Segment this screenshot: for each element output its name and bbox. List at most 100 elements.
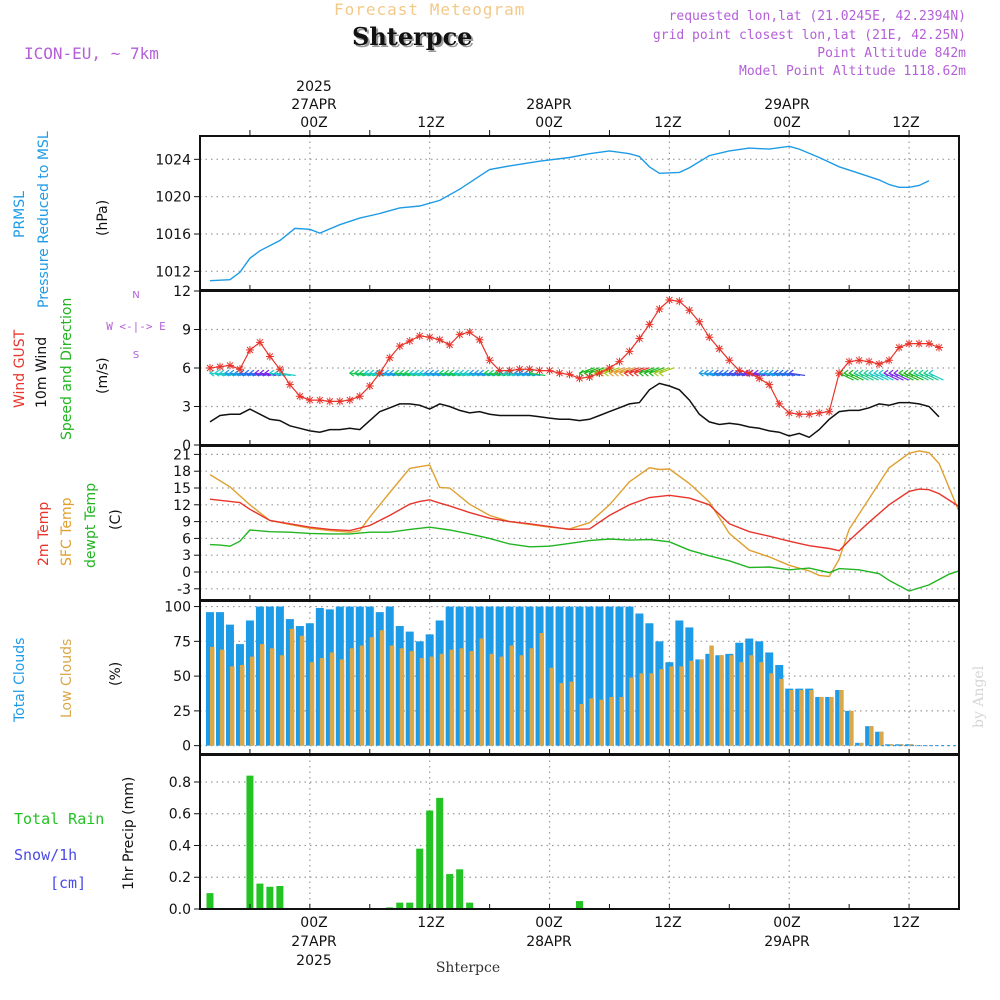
temp-2m-line [209,488,960,552]
low-cloud-bar [249,656,255,746]
gust-marker [345,396,354,405]
model-altitude: Model Point Altitude 1118.62m [739,64,966,79]
wind-arrow-head [918,369,924,377]
gust-marker [915,339,924,348]
gust-marker [775,399,784,408]
low-cloud-bar [859,742,864,746]
wind-arrow-head [453,369,460,377]
temp-unit: (C) [108,509,124,530]
top-day-label-1: 27APR [291,97,337,113]
low-cloud-bar [689,660,694,746]
wind-arrow-head [443,369,450,377]
wind-arrow-head [878,369,884,377]
y-tick-label: 0.2 [169,870,191,886]
total-cloud-bar [415,641,424,746]
low-cloud-bar [669,666,674,746]
gust-marker [705,333,714,342]
wind-arrow-head [243,369,250,377]
gust-marker [785,408,794,417]
gust-marker [335,397,344,406]
gust-marker [375,369,384,378]
gust-marker [365,381,374,390]
low-cloud-bar [499,656,505,746]
gust-marker [865,357,874,366]
low-cloud-bar [609,696,614,746]
low-cloud-bar [739,662,744,746]
y-tick-label: 0.0 [169,902,191,918]
gust-marker [665,295,674,304]
gust-marker [835,369,844,378]
wind-arrow-head [713,369,719,377]
wind-direction-arrow [634,367,650,374]
top-hour-label-3: 00Z [535,115,562,131]
low-cloud-bar [329,652,335,746]
low-cloud-bar [769,673,774,746]
wind-arrow-head [903,369,909,377]
wind-arrow-head [623,369,629,377]
wind-arrow-head [248,369,255,377]
top-hour-label-2: 12Z [417,115,444,131]
y-tick-label: 100 [164,600,191,616]
y-tick-label: 1016 [155,227,191,243]
top-year-label: 2025 [296,79,332,95]
wind-arrow-head [438,369,445,377]
low-cloud-bar [219,649,225,746]
gust-marker [305,396,314,405]
y-tick-label: 3 [182,548,191,564]
wind-arrow-head [698,369,704,377]
gust-marker [635,334,644,343]
y-tick-label: -3 [177,582,191,598]
low-cloud-bar [569,681,575,746]
product-title: Forecast Meteogram [334,0,526,19]
wind-unit: (m/s) [95,357,111,394]
wind-arrow-head [258,369,265,377]
low-cloud-bar [719,655,724,746]
low-cloud-bar [759,662,764,746]
sfc-label: SFC Temp [59,497,75,566]
pressure-series-line [209,145,930,282]
gust-marker [735,366,744,375]
total-cloud-bar [875,731,884,746]
low-cloud-bar [589,698,594,746]
wind-arrow-head [708,369,714,377]
wind-direction-arrow [644,367,660,374]
total-cloud-bar [465,606,474,746]
wind-direction-arrow [579,367,595,374]
y-tick-label: 9 [182,323,191,339]
low-cloud-bar [649,673,654,746]
wind-arrow-head [463,369,470,377]
bottom-day-label-3: 29APR [764,934,810,950]
low-cloud-bar [829,696,834,746]
low-cloud-bar [379,630,385,746]
wind-arrow-head [403,369,410,377]
precip-bar [446,874,454,909]
wind-arrow-head [873,369,879,377]
wind-arrow-head [418,369,425,377]
wind-direction-arrow [659,367,675,374]
wind-speed-line [209,382,940,439]
wind-arrow-head [638,369,644,377]
gust-marker [675,297,684,306]
gust-marker [755,374,764,383]
total-cloud-bar [755,641,764,746]
wind-arrow-head [908,369,914,377]
low-cloud-bar [819,696,824,746]
requested-coords: requested lon,lat (21.0245E, 42.2394N) [668,9,966,24]
wind-direction-arrow [654,367,670,374]
grid-layer [200,136,959,910]
wind-direction-arrow [524,372,541,377]
gust-marker [385,353,394,362]
wind-arrow-head [478,369,484,377]
frame-layer: 1012101610201024036912-30369121518210255… [155,130,960,918]
wind-direction-arrow [649,367,665,374]
y-tick-label: 18 [173,464,191,480]
total-cloud-bar [565,606,574,746]
wind-arrow-head [618,369,624,377]
wind-panel-labels: Wind GUST 10m Wind Speed and Direction (… [12,290,166,440]
panel-frame [199,754,960,910]
low-cloud-bar [289,628,295,746]
wind-arrow-head [883,369,889,377]
low-cloud-bar [639,673,644,746]
wind-arrow-head [348,369,355,377]
low-cloud-bar [789,690,794,746]
